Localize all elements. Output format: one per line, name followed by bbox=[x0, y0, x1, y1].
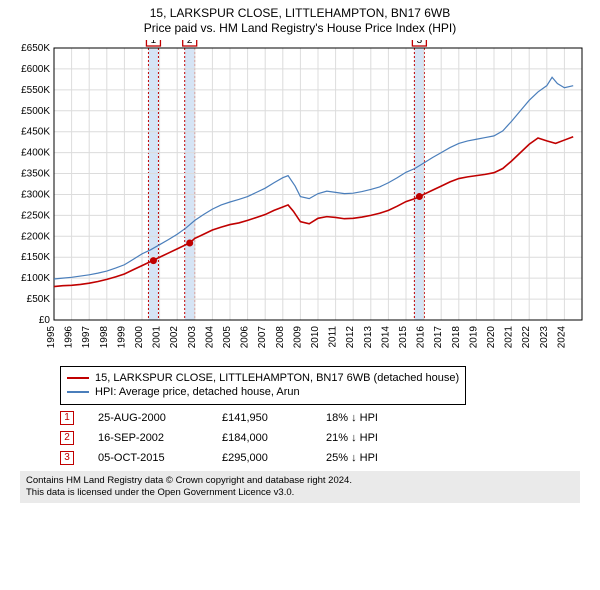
chart-area: £0 £50K £100K £150K £200K £250K £300K £350K £400… bbox=[10, 40, 590, 360]
svg-text:£400K: £400K bbox=[21, 148, 50, 159]
legend-label-price-paid: 15, LARKSPUR CLOSE, LITTLEHAMPTON, BN17 … bbox=[95, 371, 459, 385]
svg-text:2015: 2015 bbox=[398, 326, 409, 349]
svg-text:2002: 2002 bbox=[169, 326, 180, 349]
legend-label-hpi: HPI: Average price, detached house, Arun bbox=[95, 385, 300, 399]
svg-text:£350K: £350K bbox=[21, 169, 50, 180]
sale-date: 05-OCT-2015 bbox=[98, 452, 198, 464]
legend-swatch-hpi bbox=[67, 391, 89, 393]
svg-text:2017: 2017 bbox=[433, 326, 444, 349]
svg-text:£150K: £150K bbox=[21, 252, 50, 263]
svg-text:£600K: £600K bbox=[21, 64, 50, 75]
svg-text:2012: 2012 bbox=[345, 326, 356, 349]
attribution-line-2: This data is licensed under the Open Gov… bbox=[26, 487, 574, 499]
page-root: 15, LARKSPUR CLOSE, LITTLEHAMPTON, BN17 … bbox=[0, 0, 600, 590]
svg-text:1996: 1996 bbox=[64, 326, 75, 349]
legend: 15, LARKSPUR CLOSE, LITTLEHAMPTON, BN17 … bbox=[60, 366, 466, 405]
svg-text:2018: 2018 bbox=[451, 326, 462, 349]
svg-text:2016: 2016 bbox=[416, 326, 427, 349]
title-line-1: 15, LARKSPUR CLOSE, LITTLEHAMPTON, BN17 … bbox=[10, 6, 590, 21]
svg-text:2014: 2014 bbox=[380, 326, 391, 349]
svg-text:£550K: £550K bbox=[21, 85, 50, 96]
svg-text:2010: 2010 bbox=[310, 326, 321, 349]
legend-row-price-paid: 15, LARKSPUR CLOSE, LITTLEHAMPTON, BN17 … bbox=[67, 371, 459, 385]
legend-swatch-price-paid bbox=[67, 377, 89, 379]
svg-text:£0: £0 bbox=[39, 315, 51, 326]
sale-marker-icon: 2 bbox=[60, 431, 74, 445]
svg-text:2: 2 bbox=[187, 40, 193, 46]
svg-text:£650K: £650K bbox=[21, 43, 50, 54]
svg-text:2020: 2020 bbox=[486, 326, 497, 349]
chart-title: 15, LARKSPUR CLOSE, LITTLEHAMPTON, BN17 … bbox=[10, 6, 590, 36]
sale-diff: 25% ↓ HPI bbox=[326, 452, 406, 464]
svg-text:2000: 2000 bbox=[134, 326, 145, 349]
svg-text:£50K: £50K bbox=[27, 294, 51, 305]
svg-text:2011: 2011 bbox=[328, 326, 339, 348]
svg-text:3: 3 bbox=[417, 40, 423, 46]
svg-text:2023: 2023 bbox=[539, 326, 550, 349]
svg-text:2019: 2019 bbox=[468, 326, 479, 349]
svg-text:£100K: £100K bbox=[21, 273, 50, 284]
sale-date: 16-SEP-2002 bbox=[98, 432, 198, 444]
sale-row: 3 05-OCT-2015 £295,000 25% ↓ HPI bbox=[60, 451, 590, 465]
sale-row: 2 16-SEP-2002 £184,000 21% ↓ HPI bbox=[60, 431, 590, 445]
svg-text:£250K: £250K bbox=[21, 210, 50, 221]
attribution: Contains HM Land Registry data © Crown c… bbox=[20, 471, 580, 504]
svg-text:2001: 2001 bbox=[152, 326, 163, 349]
sale-date: 25-AUG-2000 bbox=[98, 412, 198, 424]
svg-text:2022: 2022 bbox=[521, 326, 532, 349]
attribution-line-1: Contains HM Land Registry data © Crown c… bbox=[26, 475, 574, 487]
svg-text:2008: 2008 bbox=[275, 326, 286, 349]
svg-text:£500K: £500K bbox=[21, 106, 50, 117]
svg-text:1997: 1997 bbox=[81, 326, 92, 349]
svg-text:£300K: £300K bbox=[21, 189, 50, 200]
svg-text:1: 1 bbox=[151, 40, 157, 46]
sale-price: £184,000 bbox=[222, 432, 302, 444]
sale-price: £295,000 bbox=[222, 452, 302, 464]
svg-text:2007: 2007 bbox=[257, 326, 268, 349]
svg-text:2024: 2024 bbox=[556, 326, 567, 349]
sale-marker-icon: 1 bbox=[60, 411, 74, 425]
sales-table: 1 25-AUG-2000 £141,950 18% ↓ HPI 2 16-SE… bbox=[60, 411, 590, 465]
svg-text:2004: 2004 bbox=[204, 326, 215, 349]
svg-text:1998: 1998 bbox=[99, 326, 110, 349]
sale-diff: 21% ↓ HPI bbox=[326, 432, 406, 444]
chart-svg: £0 £50K £100K £150K £200K £250K £300K £350K £400… bbox=[10, 40, 590, 360]
sale-diff: 18% ↓ HPI bbox=[326, 412, 406, 424]
legend-row-hpi: HPI: Average price, detached house, Arun bbox=[67, 385, 459, 399]
svg-text:2013: 2013 bbox=[363, 326, 374, 349]
svg-text:2003: 2003 bbox=[187, 326, 198, 349]
svg-text:2021: 2021 bbox=[504, 326, 515, 349]
sale-price: £141,950 bbox=[222, 412, 302, 424]
title-line-2: Price paid vs. HM Land Registry's House … bbox=[10, 21, 590, 36]
svg-text:1999: 1999 bbox=[116, 326, 127, 349]
svg-text:2005: 2005 bbox=[222, 326, 233, 349]
sale-marker-icon: 3 bbox=[60, 451, 74, 465]
svg-text:2006: 2006 bbox=[240, 326, 251, 349]
sale-row: 1 25-AUG-2000 £141,950 18% ↓ HPI bbox=[60, 411, 590, 425]
svg-text:£200K: £200K bbox=[21, 231, 50, 242]
svg-text:1995: 1995 bbox=[46, 326, 57, 349]
svg-text:2009: 2009 bbox=[292, 326, 303, 349]
svg-text:£450K: £450K bbox=[21, 127, 50, 138]
